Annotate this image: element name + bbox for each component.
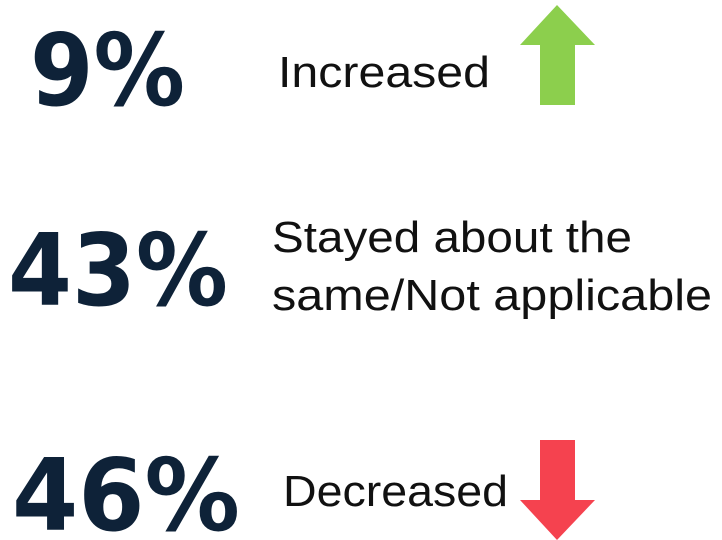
- label: Stayed about the: [272, 213, 632, 262]
- label: Decreased: [283, 467, 508, 516]
- up-arrow: [520, 5, 595, 105]
- percent: 9%: [30, 12, 185, 129]
- down-arrow: [520, 440, 595, 540]
- label: Increased: [278, 48, 490, 97]
- percent: 43%: [8, 212, 228, 329]
- label: same/Not applicable: [272, 271, 712, 320]
- percent: 46%: [12, 437, 240, 540]
